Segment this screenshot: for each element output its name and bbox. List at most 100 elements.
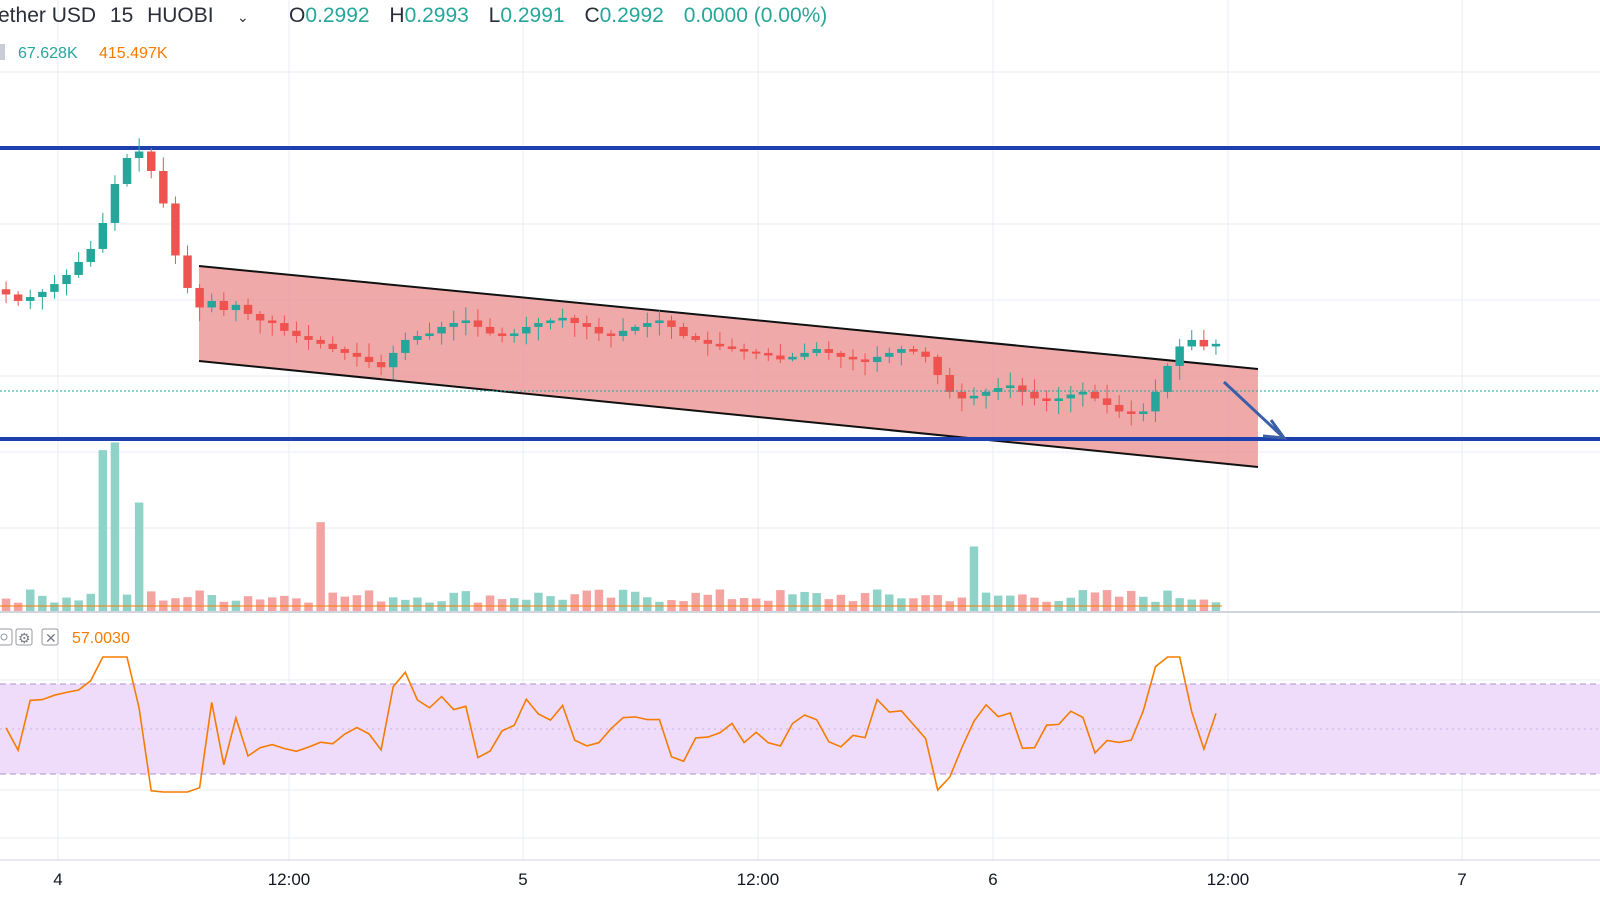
candle-body-59 bbox=[715, 343, 725, 347]
candle-body-90 bbox=[1090, 391, 1100, 399]
volume-value-1: 67.628K bbox=[18, 45, 78, 62]
candle-body-25 bbox=[304, 336, 313, 340]
candle-body-46 bbox=[558, 317, 567, 321]
candle-body-21 bbox=[255, 313, 265, 321]
candle-body-43 bbox=[522, 326, 531, 334]
eye-icon[interactable] bbox=[0, 628, 13, 646]
gear-icon[interactable] bbox=[15, 628, 33, 646]
candle-body-48 bbox=[582, 323, 592, 327]
candle-body-38 bbox=[461, 320, 471, 324]
volume-bar-0 bbox=[1, 598, 11, 611]
high-label: H bbox=[389, 4, 404, 27]
volume-bar-15 bbox=[183, 597, 192, 611]
candle-body-51 bbox=[618, 330, 628, 337]
volume-bar-60 bbox=[727, 599, 737, 611]
candle-body-8 bbox=[98, 222, 108, 249]
candle-body-72 bbox=[872, 356, 882, 363]
volume-bar-21 bbox=[255, 599, 265, 611]
candle-body-29 bbox=[352, 352, 362, 357]
close-glyph: ✕ bbox=[45, 630, 57, 646]
candle-body-14 bbox=[171, 203, 180, 256]
candle-body-85 bbox=[1030, 391, 1039, 399]
candle-body-100 bbox=[1211, 343, 1221, 347]
volume-bar-84 bbox=[1018, 594, 1027, 611]
volume-bar-35 bbox=[425, 602, 434, 611]
volume-bar-44 bbox=[534, 592, 543, 611]
volume-bar-80 bbox=[969, 546, 979, 611]
candle-body-30 bbox=[364, 356, 374, 363]
descending-channel[interactable] bbox=[198, 265, 1259, 468]
candle-body-18 bbox=[219, 300, 229, 311]
candle-body-39 bbox=[473, 320, 483, 327]
candle-body-73 bbox=[885, 352, 894, 357]
chevron-down-icon[interactable]: ⌄ bbox=[237, 9, 249, 25]
candle-body-58 bbox=[703, 339, 713, 344]
volume-bar-90 bbox=[1090, 592, 1100, 611]
candle-body-2 bbox=[26, 297, 35, 301]
volume-bar-42 bbox=[509, 598, 519, 611]
candle-body-37 bbox=[449, 323, 458, 327]
candle-body-94 bbox=[1139, 411, 1148, 415]
candle-body-98 bbox=[1187, 339, 1196, 347]
time-axis-label-1: 12:00 bbox=[268, 870, 311, 889]
candle-body-27 bbox=[328, 343, 337, 350]
volume-bar-92 bbox=[1114, 596, 1124, 611]
volume-bar-100 bbox=[1211, 602, 1221, 611]
candle-body-54 bbox=[655, 320, 664, 324]
horizontal-levels[interactable] bbox=[0, 146, 1600, 441]
close-label: C bbox=[584, 4, 599, 27]
candle-body-89 bbox=[1078, 391, 1088, 395]
volume-bar-1 bbox=[13, 602, 23, 611]
volume-bar-76 bbox=[921, 595, 930, 611]
candle-body-63 bbox=[764, 352, 773, 356]
rsi-path bbox=[5, 656, 1217, 793]
time-axis[interactable]: 4 12:00 5 12:00 6 12:00 7 bbox=[53, 870, 1466, 889]
gear-glyph: ⚙ bbox=[18, 630, 31, 646]
volume-bar-73 bbox=[885, 594, 894, 611]
candle-body-53 bbox=[643, 323, 652, 327]
interval[interactable]: 15 bbox=[110, 4, 133, 27]
time-axis-label-3: 12:00 bbox=[737, 870, 780, 889]
high-value: 0.2993 bbox=[405, 4, 469, 27]
volume-bar-94 bbox=[1139, 596, 1148, 611]
candle-body-42 bbox=[509, 333, 519, 337]
volume-bar-71 bbox=[860, 593, 870, 611]
volume-bar-96 bbox=[1163, 590, 1172, 611]
candle-body-24 bbox=[292, 330, 301, 337]
volume-bar-10 bbox=[122, 594, 132, 611]
volume-bar-97 bbox=[1175, 598, 1184, 611]
volume-bar-99 bbox=[1199, 599, 1209, 611]
close-icon[interactable] bbox=[41, 628, 59, 646]
volume-bar-4 bbox=[50, 602, 59, 611]
candle-body-91 bbox=[1102, 398, 1112, 405]
volume-bar-24 bbox=[292, 598, 301, 611]
candle-body-64 bbox=[776, 355, 785, 360]
volume-toggle-icon[interactable] bbox=[0, 44, 5, 60]
volume-bar-37 bbox=[449, 592, 458, 611]
candle-body-84 bbox=[1018, 385, 1027, 392]
volume-bar-22 bbox=[267, 597, 277, 611]
candle-body-62 bbox=[751, 351, 761, 354]
candle-body-41 bbox=[497, 333, 507, 337]
exchange[interactable]: HUOBI bbox=[147, 4, 214, 27]
candle-body-4 bbox=[50, 284, 59, 292]
volume-bar-77 bbox=[933, 595, 942, 611]
candle-body-88 bbox=[1066, 394, 1075, 399]
volume-bar-29 bbox=[352, 595, 362, 611]
volume-bar-65 bbox=[788, 594, 797, 611]
candle-body-95 bbox=[1151, 391, 1160, 412]
projection-arrow[interactable] bbox=[1222, 380, 1288, 440]
candle-body-71 bbox=[860, 359, 870, 363]
symbol-name[interactable]: ether USD bbox=[0, 4, 96, 27]
low-label: L bbox=[489, 4, 501, 27]
volume-bar-91 bbox=[1102, 590, 1112, 611]
candle-body-9 bbox=[110, 183, 120, 223]
candle-body-35 bbox=[425, 333, 434, 337]
volume-bar-98 bbox=[1187, 599, 1196, 611]
candle-body-11 bbox=[134, 151, 144, 158]
candle-body-44 bbox=[534, 323, 543, 327]
volume-bar-51 bbox=[618, 589, 628, 611]
volume-bar-93 bbox=[1127, 590, 1136, 611]
candle-body-57 bbox=[691, 336, 700, 340]
